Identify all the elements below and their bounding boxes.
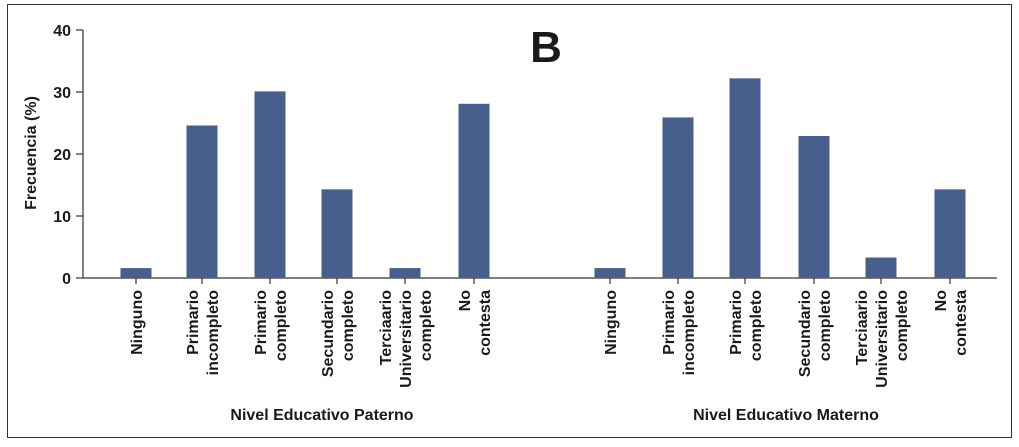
bars [120, 78, 966, 284]
category-labels: Ninguno Primario incompleto Primario complet… [129, 290, 970, 388]
y-tick-label: 0 [62, 271, 71, 288]
y-tick-label: 10 [53, 209, 71, 226]
bar [798, 136, 830, 278]
category-label: Terciaario Universitario completo [378, 290, 435, 388]
bar [865, 257, 897, 278]
y-axis-title: Frecuencia (%) [23, 96, 40, 210]
category-label: Primario completo [728, 290, 765, 361]
group-label: Nivel Educativo Materno [693, 407, 879, 424]
category-label: Secundario completo [320, 290, 357, 377]
figure-frame [7, 4, 1012, 438]
category-label: Terciaario Universitario completo [854, 290, 911, 388]
panel-letter: B [530, 23, 562, 72]
bar [594, 268, 626, 278]
y-tick-label: 40 [53, 23, 71, 40]
bar [321, 189, 353, 278]
bar [662, 117, 694, 278]
bar [254, 91, 286, 278]
y-axis: 0 10 20 30 40 [53, 23, 997, 288]
bar [120, 268, 152, 278]
y-tick-label: 30 [53, 85, 71, 102]
category-label: Ninguno [603, 290, 620, 355]
group-labels: Nivel Educativo Paterno Nivel Educativo M… [230, 407, 879, 424]
category-label: Primario incompleto [185, 290, 222, 376]
category-label: Primario incompleto [661, 290, 698, 376]
category-label: Primario completo [253, 290, 290, 361]
bar [729, 78, 761, 278]
category-label: No contesta [933, 290, 970, 356]
category-label: Secundario completo [797, 290, 834, 377]
y-tick-label: 20 [53, 147, 71, 164]
category-label: No contesta [457, 290, 494, 356]
bar [458, 103, 490, 278]
group-label: Nivel Educativo Paterno [230, 407, 413, 424]
bar [934, 189, 966, 278]
category-label: Ninguno [129, 290, 146, 355]
bar [389, 268, 421, 278]
bar [186, 125, 218, 278]
